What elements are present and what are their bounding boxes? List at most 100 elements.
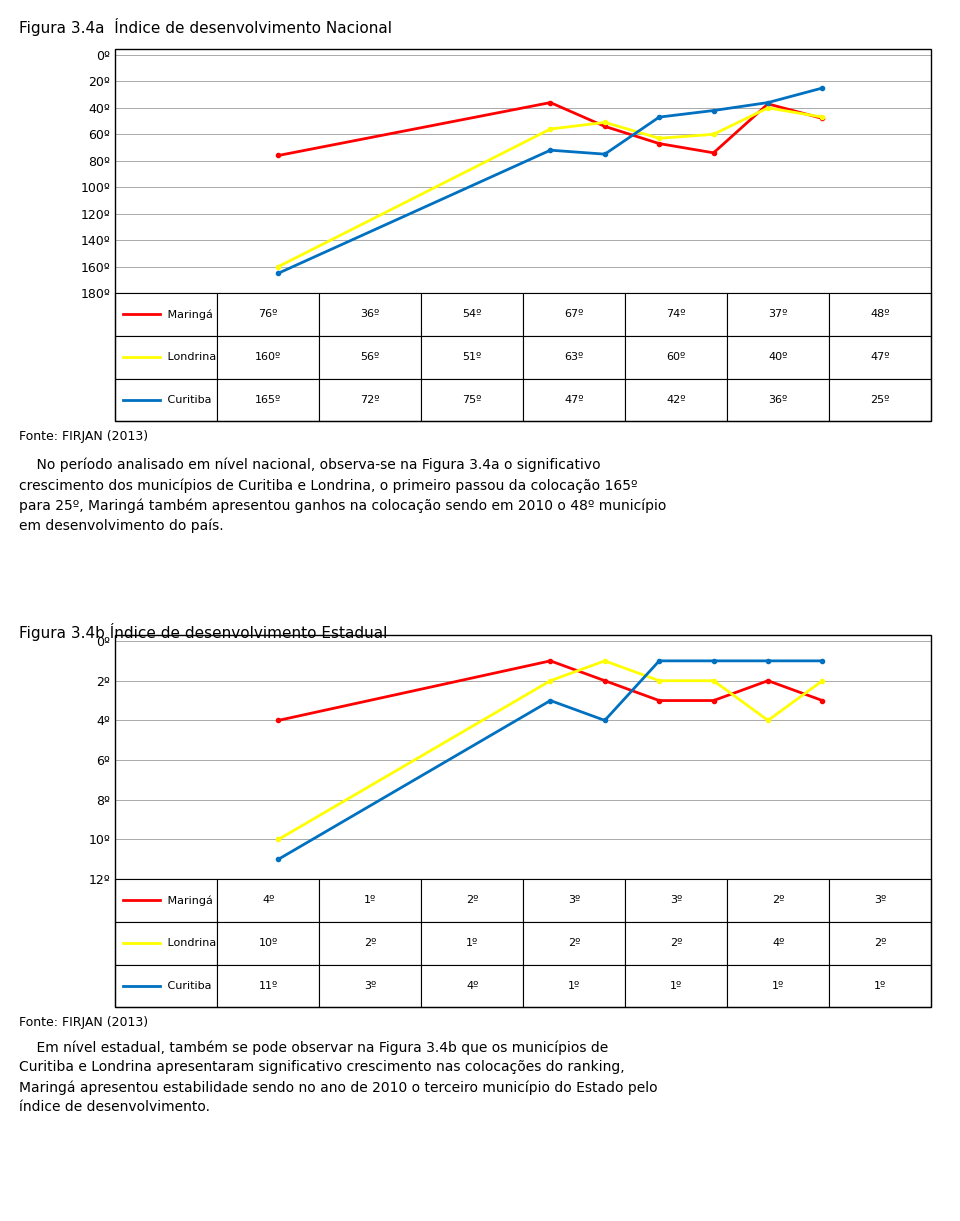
Text: 42º: 42º [666, 394, 686, 405]
Text: 74º: 74º [666, 309, 686, 320]
Text: No período analisado em nível nacional, observa-se na Figura 3.4a o significativ: No período analisado em nível nacional, … [19, 458, 666, 534]
Bar [728, 379, 829, 421]
Text: 2º: 2º [874, 938, 886, 949]
Bar [421, 293, 523, 336]
Text: Londrina: Londrina [164, 938, 216, 949]
Text: 48º: 48º [871, 309, 890, 320]
Bar [115, 336, 217, 379]
Text: 76º: 76º [258, 309, 277, 320]
Text: 2º: 2º [772, 895, 784, 906]
Bar [319, 293, 421, 336]
Bar [728, 293, 829, 336]
Bar [728, 965, 829, 1007]
Bar [523, 293, 625, 336]
Text: Londrina: Londrina [164, 352, 216, 363]
Bar [523, 922, 625, 965]
Bar [421, 379, 523, 421]
Bar [421, 922, 523, 965]
Bar [523, 965, 625, 1007]
Text: 1º: 1º [466, 938, 478, 949]
Text: 75º: 75º [463, 394, 482, 405]
Text: 2º: 2º [364, 938, 376, 949]
Bar [523, 379, 625, 421]
Text: 1º: 1º [568, 980, 581, 991]
Text: Fonte: FIRJAN (2013): Fonte: FIRJAN (2013) [19, 1016, 149, 1029]
Bar [115, 379, 217, 421]
Text: Maringá: Maringá [164, 309, 213, 320]
Text: Figura 3.4a  Índice de desenvolvimento Nacional: Figura 3.4a Índice de desenvolvimento Na… [19, 18, 393, 37]
Bar [115, 293, 217, 336]
Bar [728, 336, 829, 379]
Bar [829, 336, 931, 379]
Bar [421, 336, 523, 379]
Bar [829, 879, 931, 922]
Text: Curitiba: Curitiba [164, 394, 211, 405]
Text: 3º: 3º [364, 980, 376, 991]
Text: Em nível estadual, também se pode observar na Figura 3.4b que os municípios de
C: Em nível estadual, também se pode observ… [19, 1040, 658, 1114]
Text: 63º: 63º [564, 352, 584, 363]
Text: 36º: 36º [361, 309, 380, 320]
Bar [115, 922, 217, 965]
Bar [319, 922, 421, 965]
Text: 40º: 40º [769, 352, 788, 363]
Bar [217, 293, 319, 336]
Text: 1º: 1º [364, 895, 376, 906]
Text: 1º: 1º [874, 980, 886, 991]
Bar [115, 965, 217, 1007]
Text: 165º: 165º [255, 394, 281, 405]
Bar [217, 922, 319, 965]
Bar [421, 879, 523, 922]
Bar [319, 336, 421, 379]
Bar [523, 879, 625, 922]
Text: 60º: 60º [666, 352, 685, 363]
Text: 1º: 1º [670, 980, 683, 991]
Bar [829, 293, 931, 336]
Text: 47º: 47º [871, 352, 890, 363]
Text: Maringá: Maringá [164, 895, 213, 906]
Bar [829, 379, 931, 421]
Bar [319, 879, 421, 922]
Text: 2º: 2º [466, 895, 478, 906]
Text: 72º: 72º [360, 394, 380, 405]
Bar [115, 879, 217, 922]
Text: 160º: 160º [255, 352, 281, 363]
Bar [728, 879, 829, 922]
Text: 51º: 51º [463, 352, 482, 363]
Text: 4º: 4º [466, 980, 478, 991]
Text: Fonte: FIRJAN (2013): Fonte: FIRJAN (2013) [19, 430, 149, 443]
Text: 3º: 3º [670, 895, 683, 906]
Text: 11º: 11º [258, 980, 277, 991]
Text: 25º: 25º [871, 394, 890, 405]
Bar [217, 879, 319, 922]
Text: 56º: 56º [361, 352, 380, 363]
Bar [625, 336, 728, 379]
Bar [217, 336, 319, 379]
Text: 4º: 4º [772, 938, 784, 949]
Text: 47º: 47º [564, 394, 584, 405]
Bar [829, 965, 931, 1007]
Bar [523, 336, 625, 379]
Bar [217, 965, 319, 1007]
Bar [319, 379, 421, 421]
Bar [217, 379, 319, 421]
Text: 10º: 10º [258, 938, 277, 949]
Bar [421, 965, 523, 1007]
Bar [319, 965, 421, 1007]
Bar [625, 379, 728, 421]
Text: 3º: 3º [568, 895, 581, 906]
Text: 54º: 54º [463, 309, 482, 320]
Bar [829, 922, 931, 965]
Text: 2º: 2º [568, 938, 581, 949]
Bar [625, 922, 728, 965]
Bar [625, 879, 728, 922]
Text: 1º: 1º [772, 980, 784, 991]
Text: 36º: 36º [769, 394, 788, 405]
Text: 37º: 37º [769, 309, 788, 320]
Text: Figura 3.4b Índice de desenvolvimento Estadual: Figura 3.4b Índice de desenvolvimento Es… [19, 623, 388, 641]
Text: 2º: 2º [670, 938, 683, 949]
Bar [728, 922, 829, 965]
Text: 3º: 3º [874, 895, 886, 906]
Bar [625, 965, 728, 1007]
Text: Curitiba: Curitiba [164, 980, 211, 991]
Bar [625, 293, 728, 336]
